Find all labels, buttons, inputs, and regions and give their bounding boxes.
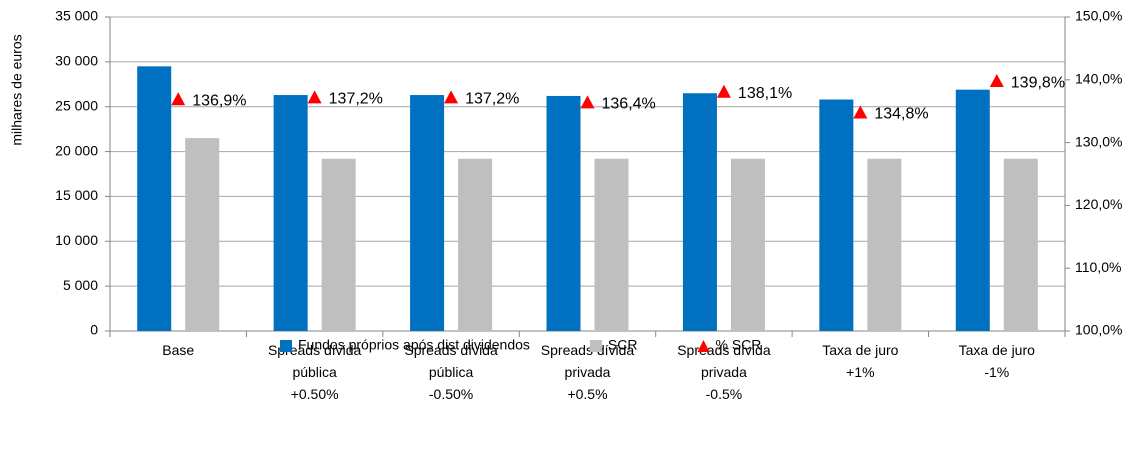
- y-tick-label: 5 000: [63, 277, 98, 293]
- y2-tick-label: 150,0%: [1075, 8, 1122, 24]
- x-tick-label-line: +1%: [846, 364, 874, 380]
- bar: [546, 95, 581, 331]
- legend-marker: [697, 340, 710, 352]
- bar: [730, 158, 765, 331]
- x-tick-label-line: Base: [162, 342, 194, 358]
- y2-tick-label: 120,0%: [1075, 196, 1122, 212]
- legend-label: Fundos próprios após dist dividendos: [298, 337, 530, 353]
- x-tick-label-line: +0.50%: [291, 386, 339, 402]
- x-tick-label: Base: [162, 342, 194, 358]
- bar: [321, 158, 356, 331]
- x-tick-label-line: -0.50%: [429, 386, 473, 402]
- data-label: 137,2%: [329, 91, 383, 108]
- y2-tick-label: 100,0%: [1075, 322, 1122, 338]
- data-label: 138,1%: [738, 85, 792, 102]
- bar: [867, 158, 902, 331]
- x-tick-label-line: Taxa de juro: [959, 342, 1035, 358]
- bar: [1003, 158, 1038, 331]
- marker: [716, 84, 731, 98]
- bar: [410, 95, 445, 332]
- data-label: 136,4%: [602, 96, 656, 113]
- x-tick-label-line: Taxa de juro: [822, 342, 898, 358]
- x-tick-label-line: privada: [701, 364, 747, 380]
- x-tick-label: Taxa de juro +1%: [822, 342, 898, 380]
- y-axis-title: milhares de euros: [9, 34, 25, 145]
- x-tick-label: Spreads dívida privada +0.5%: [541, 342, 635, 402]
- y2-tick-label: 110,0%: [1075, 259, 1121, 275]
- y-tick-label: 30 000: [55, 53, 98, 69]
- x-tick-label: Spreads dívida pública -0.50%: [404, 342, 498, 402]
- data-label: 136,9%: [192, 92, 246, 109]
- bar: [458, 158, 493, 331]
- legend-label: % SCR: [715, 337, 761, 353]
- y-tick-label: 15 000: [55, 187, 98, 203]
- y-tick-label: 20 000: [55, 142, 98, 158]
- marker: [307, 90, 322, 104]
- data-label: 139,8%: [1011, 74, 1065, 91]
- marker: [444, 90, 459, 104]
- y-tick-label: 35 000: [55, 8, 98, 24]
- data-label: 137,2%: [465, 91, 519, 108]
- marker: [580, 95, 595, 109]
- x-tick-label: Spreads dívida privada -0.5%: [677, 342, 771, 402]
- y-tick-label: 10 000: [55, 232, 98, 248]
- bar: [273, 95, 308, 332]
- y-tick-label: 0: [90, 322, 98, 338]
- x-tick-label-line: Spreads dívida: [541, 342, 635, 358]
- bar: [185, 138, 220, 331]
- y2-tick-label: 130,0%: [1075, 133, 1122, 149]
- x-tick-label-line: pública: [292, 364, 337, 380]
- legend-swatch: [280, 340, 292, 352]
- marker: [171, 92, 186, 106]
- x-tick-label-line: privada: [565, 364, 611, 380]
- x-tick-label: Taxa de juro -1%: [959, 342, 1035, 380]
- x-tick-label-line: -1%: [984, 364, 1009, 380]
- bar: [955, 89, 990, 331]
- x-tick-label-line: pública: [429, 364, 474, 380]
- x-tick-label-line: Spreads dívida: [404, 342, 498, 358]
- bar: [682, 93, 717, 331]
- x-tick-label-line: +0.5%: [567, 386, 607, 402]
- x-tick-label-line: -0.5%: [706, 386, 743, 402]
- legend-swatch: [589, 340, 602, 352]
- data-label: 134,8%: [874, 106, 928, 123]
- bar: [594, 158, 629, 331]
- marker: [853, 105, 868, 119]
- x-tick-label-line: Spreads dívida: [677, 342, 771, 358]
- bar: [819, 99, 854, 331]
- legend-label: SCR: [608, 337, 638, 353]
- marker: [989, 74, 1004, 88]
- y2-tick-label: 140,0%: [1075, 71, 1122, 87]
- y-tick-label: 25 000: [55, 97, 98, 113]
- bar: [137, 66, 172, 331]
